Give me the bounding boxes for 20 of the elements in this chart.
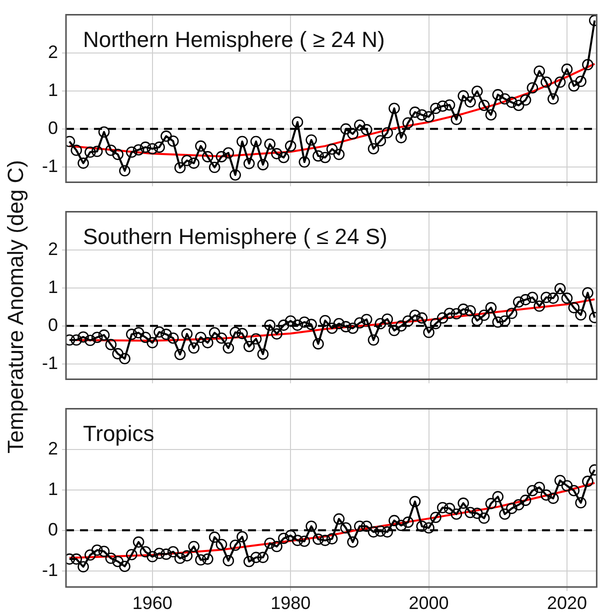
text: Northern Hemisphere ( ≥ 24 N)	[83, 26, 385, 52]
y-tick-label: 0	[48, 118, 58, 138]
x-tick-label: 1960	[132, 592, 172, 613]
text: Southern Hemisphere ( ≤ 24 S)	[83, 224, 388, 249]
y-tick-label: 1	[48, 478, 58, 499]
y-tick-label: 1	[48, 276, 58, 297]
text: Tropics	[83, 420, 154, 446]
y-tick-label: -1	[42, 352, 58, 373]
x-tick-label: 2020	[546, 592, 588, 613]
x-tick-label: 1980	[270, 592, 311, 613]
y-tick-label: 0	[48, 519, 58, 540]
y-tick-label: 2	[48, 42, 58, 62]
y-tick-label: -1	[42, 156, 58, 176]
y-tick-label: 2	[48, 438, 58, 458]
y-tick-label: 0	[48, 314, 58, 335]
y-tick-label: 2	[48, 238, 58, 259]
y-tick-label: -1	[42, 560, 58, 580]
y-tick-label: 1	[48, 80, 58, 100]
x-tick-label: 2000	[408, 592, 449, 613]
y-axis-title: Temperature Anomaly (deg C)	[3, 160, 29, 454]
